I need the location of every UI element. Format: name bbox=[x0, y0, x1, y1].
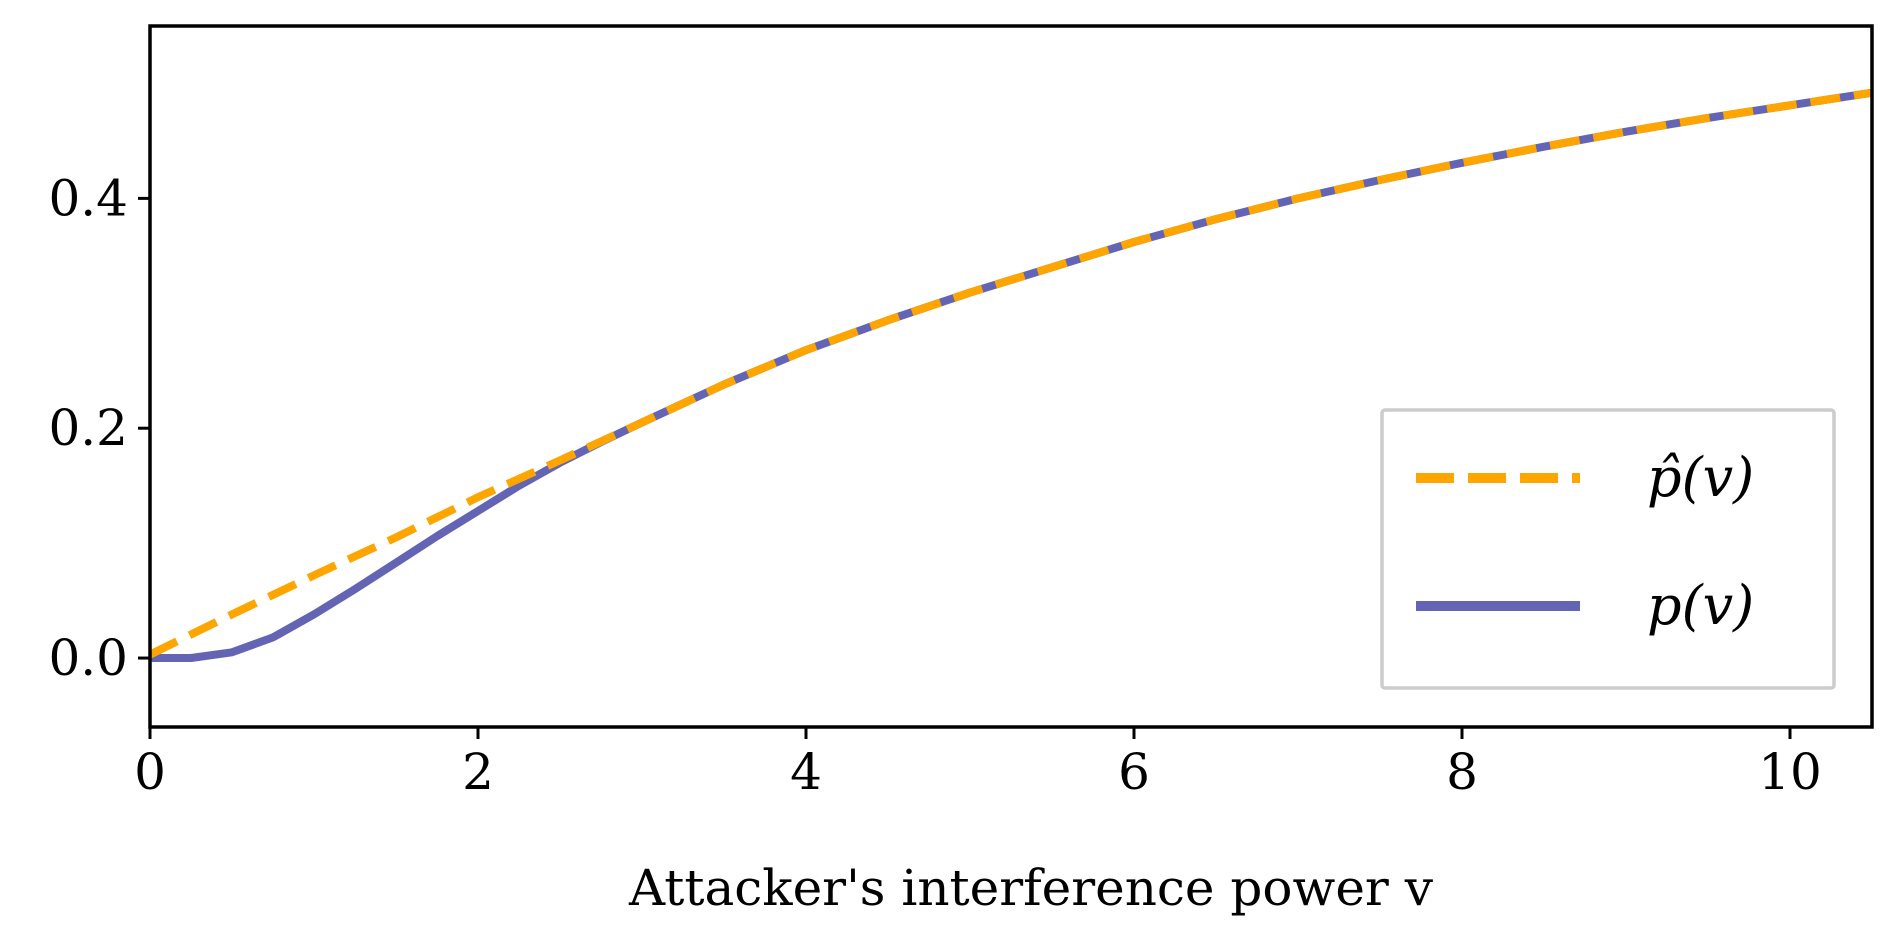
legend-label-p-hat: p̂(v) bbox=[1647, 446, 1754, 509]
legend: p̂(v) p(v) bbox=[1380, 408, 1836, 690]
x-tick-label: 6 bbox=[1118, 743, 1150, 801]
x-tick-label: 8 bbox=[1446, 743, 1478, 801]
y-tick-label: 0.2 bbox=[48, 399, 128, 457]
plot-area bbox=[148, 24, 1874, 729]
ticks-layer: 0 2 4 6 8 10 0.0 0.2 0.4 bbox=[48, 169, 1821, 801]
y-tick-label: 0.0 bbox=[48, 629, 128, 687]
axes-frame bbox=[148, 24, 1874, 729]
legend-box bbox=[1380, 408, 1836, 690]
x-axis-label: Attacker's interference power v bbox=[628, 859, 1434, 917]
series-layer bbox=[150, 88, 1872, 662]
series-line-p-hat bbox=[150, 88, 1872, 659]
x-tick-label: 4 bbox=[790, 743, 822, 801]
x-tick-label: 2 bbox=[462, 743, 494, 801]
y-tick-label: 0.4 bbox=[48, 169, 128, 227]
x-tick-label: 0 bbox=[134, 743, 166, 801]
x-tick-label: 10 bbox=[1758, 743, 1822, 801]
legend-label-p: p(v) bbox=[1647, 574, 1754, 637]
